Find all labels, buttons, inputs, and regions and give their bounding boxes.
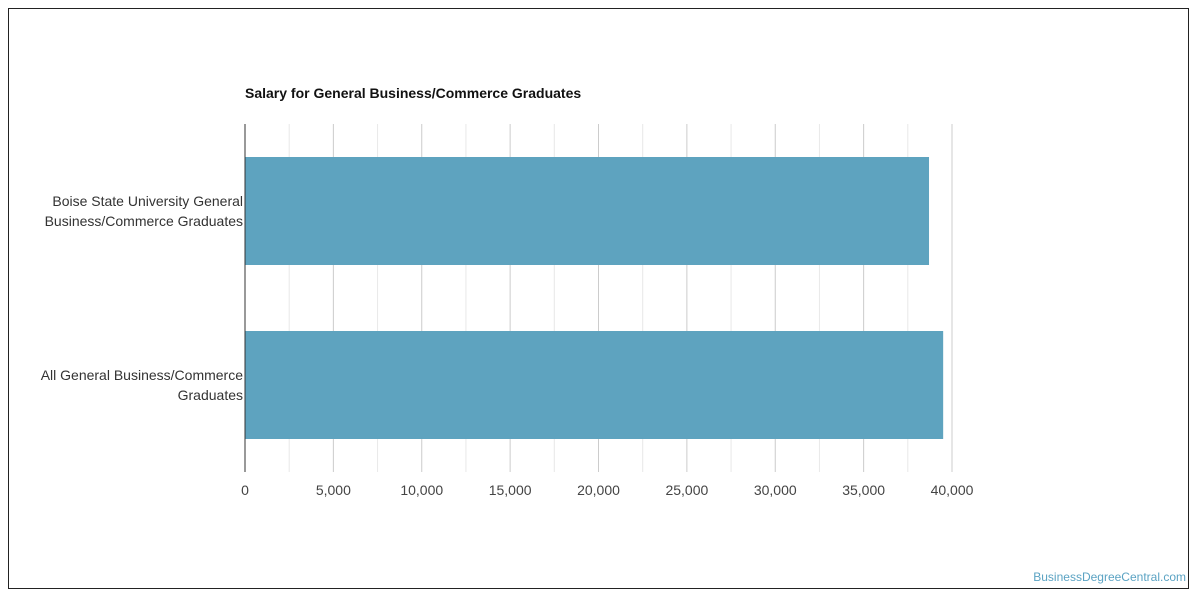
chart-title: Salary for General Business/Commerce Gra…: [245, 85, 582, 101]
x-tick-label: 20,000: [577, 482, 620, 498]
x-tick-label: 30,000: [754, 482, 797, 498]
category-label: Boise State University General Business/…: [44, 193, 243, 229]
chart-frame: [8, 8, 1189, 589]
x-tick-label: 15,000: [489, 482, 532, 498]
x-tick-label: 40,000: [931, 482, 974, 498]
bar[interactable]: [245, 331, 944, 439]
bars: [245, 157, 944, 439]
category-label: All General Business/Commerce Graduates: [40, 367, 243, 403]
x-tick-label: 25,000: [665, 482, 708, 498]
watermark[interactable]: BusinessDegreeCentral.com: [1033, 570, 1186, 584]
bar[interactable]: [245, 157, 930, 265]
x-tick-label: 10,000: [400, 482, 443, 498]
x-tick-label: 5,000: [316, 482, 351, 498]
x-tick-label: 0: [241, 482, 249, 498]
x-tick-label: 35,000: [842, 482, 885, 498]
x-tick-labels: 0 5,000 10,000 15,000 20,000 25,000 30,000 35,0…: [241, 482, 974, 498]
